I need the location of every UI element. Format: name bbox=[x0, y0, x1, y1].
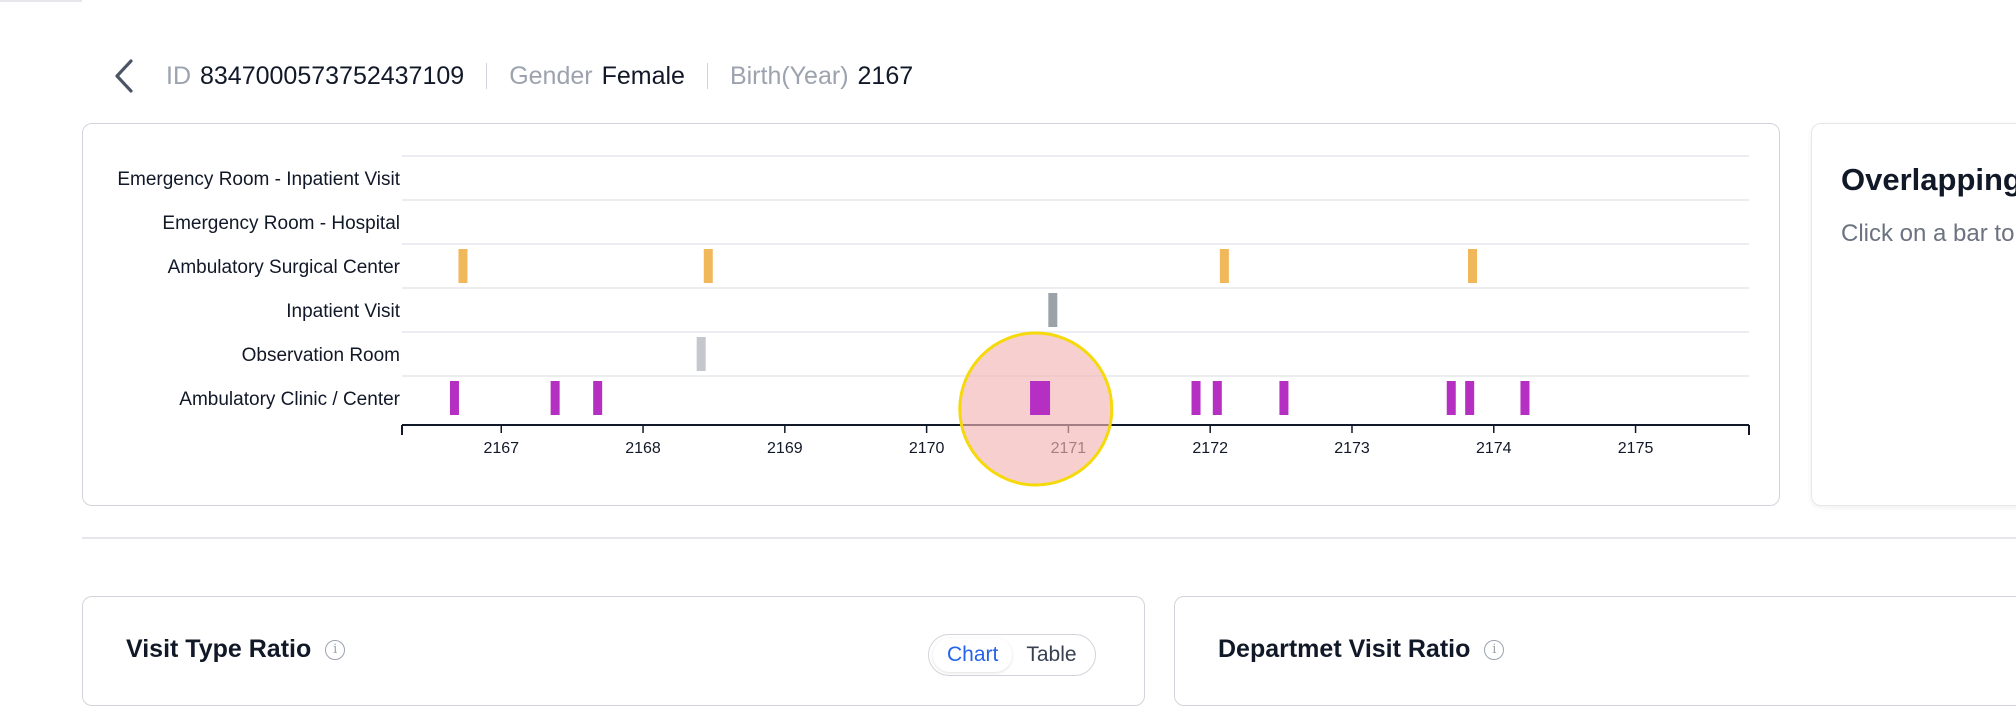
row-label: Emergency Room - Inpatient Visit bbox=[117, 169, 400, 190]
visit-type-ratio-label: Visit Type Ratio bbox=[126, 635, 312, 663]
x-tick-label: 2175 bbox=[1618, 440, 1654, 457]
section-divider bbox=[82, 537, 2016, 539]
visit-event-bar[interactable] bbox=[550, 381, 560, 415]
x-tick-label: 2170 bbox=[909, 440, 945, 457]
header-separator bbox=[486, 63, 488, 89]
department-visit-ratio-label: Departmet Visit Ratio bbox=[1218, 635, 1471, 663]
visit-event-bar[interactable] bbox=[1212, 381, 1222, 415]
visit-event-bar[interactable] bbox=[458, 249, 468, 283]
gender-label: Gender bbox=[509, 61, 593, 90]
visit-type-ratio-title: Visit Type Ratio i bbox=[126, 635, 346, 664]
visit-event-bar[interactable] bbox=[1048, 293, 1058, 327]
visit-type-ratio-card: Visit Type Ratio i Chart Table bbox=[82, 596, 1145, 706]
visit-event-bar[interactable] bbox=[449, 381, 459, 415]
overlapping-hint: Click on a bar to bbox=[1841, 220, 2015, 247]
visit-event-bar[interactable] bbox=[593, 381, 603, 415]
x-tick-label: 2169 bbox=[767, 440, 803, 457]
row-label: Inpatient Visit bbox=[286, 301, 400, 322]
visit-event-bar[interactable] bbox=[1468, 249, 1478, 283]
id-label: ID bbox=[166, 61, 191, 90]
department-visit-ratio-title: Departmet Visit Ratio i bbox=[1218, 635, 1505, 664]
patient-header: ID 8347000573752437109 Gender Female Bir… bbox=[106, 52, 913, 100]
back-button[interactable] bbox=[106, 52, 142, 100]
x-tick-label: 2174 bbox=[1476, 440, 1512, 457]
visit-event-bar[interactable] bbox=[703, 249, 713, 283]
visit-event-bar[interactable] bbox=[1465, 381, 1475, 415]
row-label: Ambulatory Surgical Center bbox=[168, 257, 401, 278]
visit-event-bar[interactable] bbox=[1520, 381, 1530, 415]
patient-id: ID 8347000573752437109 bbox=[166, 62, 464, 91]
gender-value: Female bbox=[601, 61, 685, 90]
x-tick-label: 2168 bbox=[625, 440, 661, 457]
department-visit-ratio-card: Departmet Visit Ratio i bbox=[1174, 596, 2016, 706]
visit-timeline-card: Emergency Room - Inpatient Visit Emergenc… bbox=[82, 123, 1780, 506]
x-tick-label: 2173 bbox=[1334, 440, 1370, 457]
visit-event-bar[interactable] bbox=[1219, 249, 1229, 283]
visit-event-bar[interactable] bbox=[1446, 381, 1456, 415]
chart-table-toggle: Chart Table bbox=[928, 634, 1096, 676]
chevron-left-icon bbox=[115, 59, 133, 93]
toggle-table-button[interactable]: Table bbox=[1026, 643, 1077, 666]
info-icon[interactable]: i bbox=[325, 639, 346, 660]
overlapping-card: Overlapping Click on a bar to bbox=[1811, 123, 2016, 506]
header-separator bbox=[706, 63, 708, 89]
patient-birth-year: Birth(Year) 2167 bbox=[730, 62, 913, 91]
row-label: Ambulatory Clinic / Center bbox=[179, 389, 400, 410]
patient-gender: Gender Female bbox=[509, 62, 685, 91]
toggle-chart-button[interactable]: Chart bbox=[933, 638, 1013, 672]
birth-value: 2167 bbox=[857, 61, 914, 90]
x-tick-label: 2167 bbox=[483, 440, 519, 457]
info-icon[interactable]: i bbox=[1484, 639, 1505, 660]
row-label: Emergency Room - Hospital bbox=[162, 213, 400, 234]
row-label: Observation Room bbox=[242, 345, 400, 366]
x-tick-label: 2172 bbox=[1192, 440, 1228, 457]
birth-label: Birth(Year) bbox=[729, 61, 849, 90]
id-value: 8347000573752437109 bbox=[200, 61, 465, 90]
visit-timeline-chart: Emergency Room - Inpatient Visit Emergenc… bbox=[117, 155, 1750, 487]
visit-event-bar[interactable] bbox=[1191, 381, 1201, 415]
visit-event-bar[interactable] bbox=[696, 337, 706, 371]
overlapping-title: Overlapping bbox=[1841, 162, 2016, 197]
visit-event-bar[interactable] bbox=[1030, 381, 1051, 415]
top-tab-indicator bbox=[0, 0, 82, 2]
visit-event-bar[interactable] bbox=[1279, 381, 1289, 415]
